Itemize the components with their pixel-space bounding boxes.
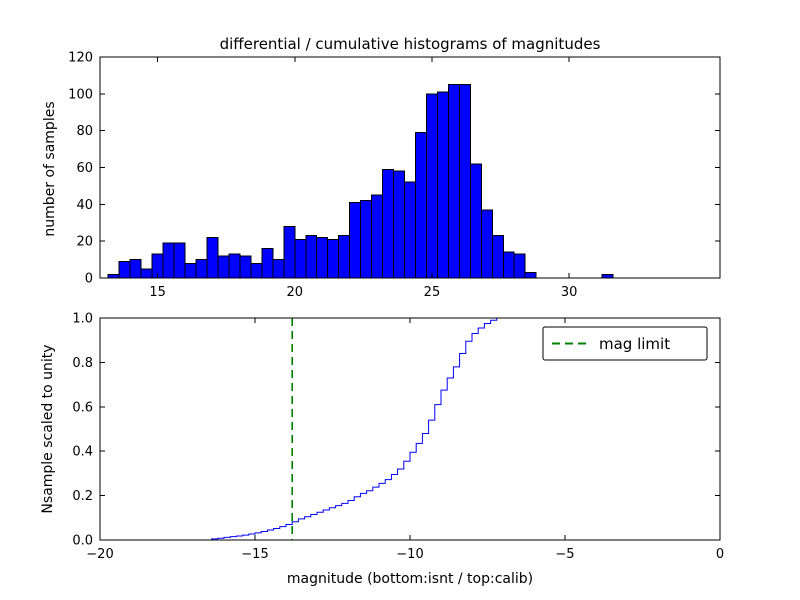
bottom-y-axis-label: Nsample scaled to unity <box>40 344 56 513</box>
x-tick-label: 30 <box>561 285 578 300</box>
histogram-bar <box>491 235 504 279</box>
histogram-bar <box>447 84 460 279</box>
y-tick-label: 0 <box>85 272 93 287</box>
histogram-bar <box>239 255 252 279</box>
histogram-bar <box>349 201 362 279</box>
x-tick-label: −5 <box>555 547 574 562</box>
top-y-axis-label: number of samples <box>42 101 58 236</box>
histogram-bar <box>601 273 614 279</box>
histogram-bar <box>382 168 395 279</box>
histogram-bar <box>140 268 153 279</box>
histogram-bar <box>206 236 219 279</box>
histogram-bar <box>338 235 351 279</box>
x-tick-label: −20 <box>86 547 113 562</box>
histogram-bar <box>316 236 329 279</box>
x-tick-label: −15 <box>241 547 268 562</box>
cumulative-step-line <box>205 317 503 541</box>
histogram-bar <box>327 238 340 279</box>
histogram-bar <box>195 259 208 279</box>
histogram-bar <box>360 200 373 279</box>
histogram-bar <box>118 260 131 279</box>
histogram-bar <box>469 163 482 279</box>
bottom-cumulative-plot: −20 −15 −10 −5 0 0.0 0.2 0.4 0.6 0.8 1.0 <box>72 312 724 563</box>
histogram-bar <box>294 238 307 279</box>
histogram-bar <box>217 255 230 279</box>
bottom-x-axis-label: magnitude (bottom:isnt / top:calib) <box>287 571 533 587</box>
legend: mag limit <box>542 326 708 361</box>
histogram-bar <box>305 235 318 279</box>
x-tick-label: 15 <box>149 285 166 300</box>
histogram-bar <box>480 209 493 279</box>
x-tick-label: 20 <box>287 285 304 300</box>
histogram-bar <box>404 181 416 279</box>
histogram-bar <box>173 242 186 279</box>
y-tick-label: 0.8 <box>72 356 93 371</box>
y-tick-label: 0.2 <box>72 489 93 504</box>
y-tick-label: 0.0 <box>72 534 93 549</box>
y-tick-label: 20 <box>76 235 93 250</box>
y-tick-label: 0.4 <box>72 445 93 460</box>
histogram-bar <box>513 253 526 279</box>
histogram-bar <box>184 262 197 279</box>
y-tick-label: 1.0 <box>72 312 93 327</box>
x-tick-label: −10 <box>396 547 423 562</box>
histogram-bar <box>129 259 142 279</box>
x-tick-label: 0 <box>716 547 724 562</box>
histogram-bar <box>436 91 449 279</box>
histogram-bar <box>414 132 427 279</box>
histogram-bar <box>272 259 285 279</box>
y-tick-label: 0.6 <box>72 400 93 415</box>
histogram-bar <box>261 248 274 279</box>
y-tick-label: 120 <box>68 51 93 66</box>
y-tick-label: 60 <box>76 161 93 176</box>
histogram-bar <box>502 251 515 279</box>
y-tick-label: 40 <box>76 198 93 213</box>
y-tick-label: 80 <box>76 124 93 139</box>
top-differential-histogram: 15 20 25 30 0 20 40 60 80 100 120 <box>68 51 721 300</box>
figure-title: differential / cumulative histograms of … <box>220 35 601 53</box>
histogram-bar <box>393 170 406 279</box>
histogram-bar <box>283 225 296 279</box>
histogram-bar <box>107 273 120 279</box>
y-tick-label: 100 <box>68 87 93 102</box>
legend-box <box>542 326 708 361</box>
legend-label: mag limit <box>599 335 670 353</box>
histogram-bar <box>250 262 263 279</box>
histogram-bar <box>524 271 537 279</box>
histogram-bar <box>458 84 471 279</box>
histogram-bar <box>228 253 241 279</box>
histogram-bar <box>425 93 438 279</box>
histogram-bar <box>162 242 175 279</box>
histogram-bar <box>371 194 384 279</box>
x-tick-label: 25 <box>424 285 441 300</box>
